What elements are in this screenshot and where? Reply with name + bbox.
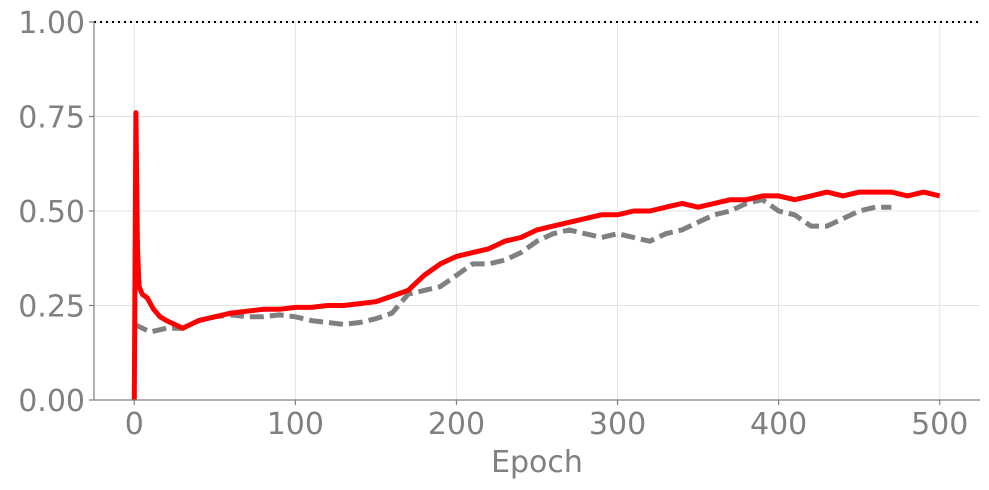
- series-group: [131, 110, 941, 401]
- x-tick-label: 300: [589, 407, 646, 442]
- ticks: 0 100 200 300 400 500 0.00 0.25 0.50 0.75 1.00: [18, 6, 968, 442]
- grid: [94, 21, 980, 401]
- x-tick-label: 200: [428, 407, 485, 442]
- x-axis-label: Epoch: [491, 445, 583, 480]
- y-tick-label: 0.50: [18, 195, 85, 230]
- x-tick-label: 400: [750, 407, 807, 442]
- series-line-solid: [131, 110, 941, 401]
- y-tick-label: 1.00: [18, 6, 85, 41]
- y-tick-label: 0.25: [18, 290, 85, 325]
- series-line-dashed: [133, 197, 892, 335]
- x-tick-label: 100: [267, 407, 324, 442]
- x-tick-label: 500: [911, 407, 968, 442]
- x-tick-label: 0: [125, 407, 144, 442]
- y-tick-label: 0.75: [18, 101, 85, 136]
- y-tick-label: 0.00: [18, 384, 85, 419]
